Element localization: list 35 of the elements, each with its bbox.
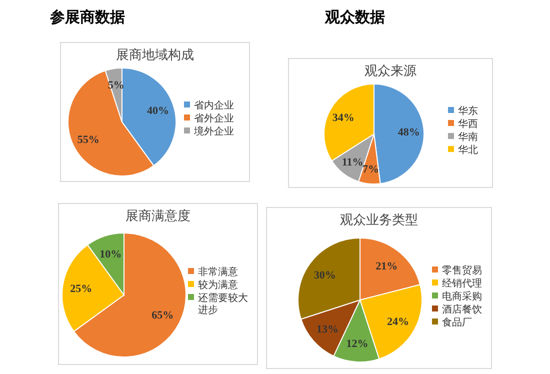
- legend-label: 非常满意: [198, 266, 238, 278]
- data-label: 10%: [100, 248, 122, 261]
- text: 参展商数据: [50, 8, 125, 27]
- legend-label: 较为满意: [198, 279, 238, 291]
- legend-label: 境外企业: [193, 126, 234, 138]
- legend-label: 还需要较大进步: [198, 292, 248, 316]
- legend-label: 华南: [458, 131, 478, 143]
- chart-title: 展商满意度: [126, 208, 190, 223]
- data-label: 34%: [332, 112, 354, 124]
- legend-label: 经销代理: [442, 278, 482, 290]
- legend-label: 酒店餐饮: [442, 304, 482, 316]
- data-label: 11%: [342, 156, 364, 169]
- legend-label: 华东: [458, 105, 478, 117]
- data-label: 7%: [362, 164, 379, 176]
- legend-label: 零售贸易: [442, 264, 482, 276]
- chart-title: 展商地域构成: [116, 47, 194, 62]
- data-label: 65%: [152, 310, 174, 322]
- data-label: 40%: [146, 105, 169, 118]
- text: 观众数据: [325, 8, 385, 27]
- legend-label: 电商采购: [442, 290, 482, 302]
- data-label: 13%: [316, 324, 338, 336]
- legend-label: 省外企业: [194, 112, 234, 124]
- legend-label: 华北: [458, 144, 478, 156]
- data-label: 24%: [387, 316, 410, 328]
- chart-title: 观众业务类型: [340, 212, 418, 227]
- data-label: 30%: [314, 269, 336, 282]
- chart-title: 观众来源: [364, 63, 416, 78]
- legend-label: 华西: [458, 118, 478, 130]
- data-label: 21%: [376, 260, 398, 273]
- data-label: 48%: [398, 126, 420, 139]
- data-label: 55%: [77, 134, 100, 146]
- legend-label: 省内企业: [194, 100, 234, 112]
- legend-label: 食品厂: [442, 316, 472, 328]
- data-label: 25%: [70, 283, 92, 296]
- data-label: 12%: [346, 338, 368, 350]
